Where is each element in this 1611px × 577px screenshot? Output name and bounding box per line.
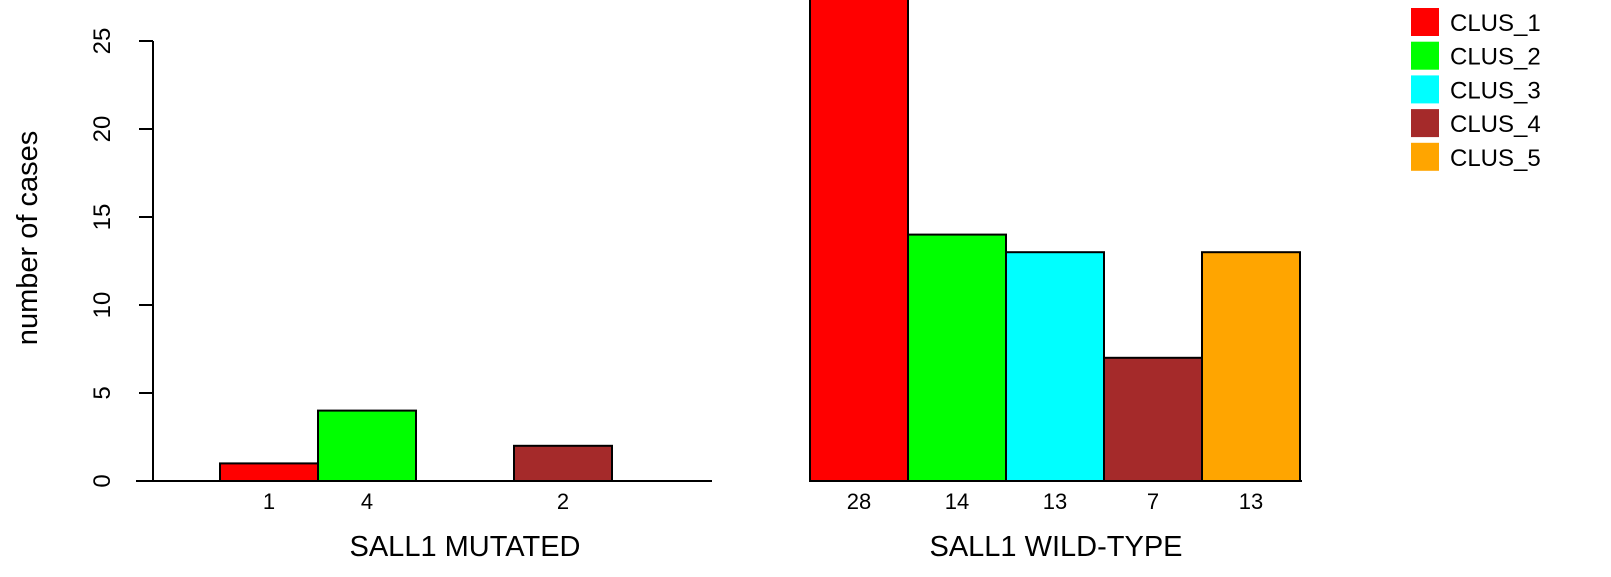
legend-label: CLUS_3 xyxy=(1450,77,1541,104)
legend-swatch xyxy=(1411,41,1439,70)
count-label: 7 xyxy=(1147,489,1159,514)
bar-clus-1 xyxy=(809,0,909,482)
legend: CLUS_1 CLUS_2 CLUS_3 CLUS_4 CLUS_5 xyxy=(1411,8,1541,172)
legend-label: CLUS_1 xyxy=(1450,10,1541,37)
y-axis: 0 5 10 15 20 25 xyxy=(89,28,154,488)
legend-swatch xyxy=(1411,142,1439,171)
legend-swatch xyxy=(1411,8,1439,36)
y-axis-title: number of cases xyxy=(12,131,44,345)
count-label: 1 xyxy=(263,489,275,514)
count-label: 14 xyxy=(945,489,969,514)
legend-label: CLUS_2 xyxy=(1450,44,1541,71)
bar-clus-3 xyxy=(1005,251,1105,482)
group-labels: SALL1 MUTATED SALL1 WILD-TYPE xyxy=(350,531,1183,563)
group-label: SALL1 WILD-TYPE xyxy=(929,531,1182,563)
legend-swatch xyxy=(1411,109,1439,138)
y-tick-label: 25 xyxy=(89,28,116,55)
bar-clus-4 xyxy=(513,444,613,482)
count-labels: 1 4 2 28 14 13 7 13 xyxy=(263,489,1263,514)
bar-clus-2 xyxy=(907,233,1007,482)
legend-swatch xyxy=(1411,75,1439,104)
bar-clus-5 xyxy=(1201,251,1301,482)
bar-clus-4 xyxy=(1103,356,1203,482)
bars xyxy=(219,0,1301,483)
y-tick-label: 10 xyxy=(89,292,116,319)
y-tick-label: 5 xyxy=(89,386,116,399)
y-tick-label: 20 xyxy=(89,116,116,143)
y-tick-label: 0 xyxy=(89,474,116,487)
count-label: 4 xyxy=(361,489,373,514)
count-label: 13 xyxy=(1043,489,1067,514)
legend-label: CLUS_5 xyxy=(1450,145,1541,172)
legend-label: CLUS_4 xyxy=(1450,111,1541,138)
count-label: 28 xyxy=(847,489,871,514)
bar-clus-1 xyxy=(219,462,319,482)
group-label: SALL1 MUTATED xyxy=(350,531,581,563)
y-tick-label: 15 xyxy=(89,204,116,231)
count-label: 13 xyxy=(1239,489,1263,514)
bar-clus-2 xyxy=(317,409,417,483)
count-label: 2 xyxy=(557,489,569,514)
